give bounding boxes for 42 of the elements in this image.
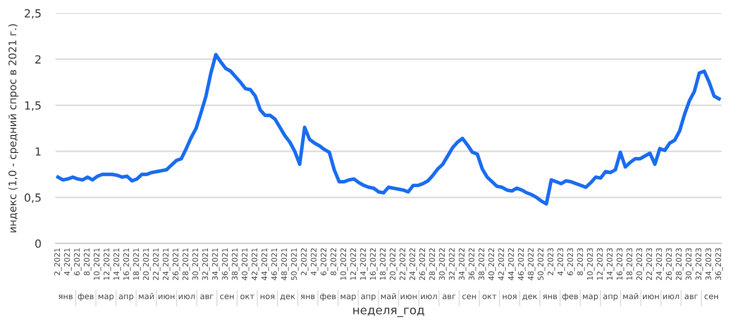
text: сен	[220, 294, 234, 300]
text: мар	[582, 294, 598, 301]
text: авг	[442, 294, 456, 300]
text: апр	[361, 294, 376, 301]
text: дек	[280, 294, 296, 300]
text: окт	[240, 294, 254, 300]
text: янв	[300, 294, 315, 300]
text: апр	[603, 294, 618, 301]
text: май	[138, 293, 154, 300]
y-tick-label: 2,5	[24, 9, 41, 19]
text: фев	[320, 293, 336, 301]
x-axis-title: неделя_год	[353, 308, 424, 318]
text: июл	[421, 294, 437, 300]
y-tick-label: 1	[36, 147, 41, 156]
text: ноя	[260, 294, 274, 300]
text: апр	[118, 294, 134, 301]
y-tick-label: 0,5	[24, 193, 41, 203]
text: июн	[400, 294, 417, 300]
text: сен	[704, 294, 718, 300]
text: фев	[78, 293, 94, 301]
text: сен	[462, 294, 476, 300]
text: окт	[482, 294, 496, 300]
y-tick-label: 1,5	[25, 101, 41, 111]
text: июн	[642, 294, 659, 300]
text: май	[381, 293, 396, 300]
text: мар	[98, 294, 114, 301]
text: янв	[58, 294, 73, 300]
text: мар	[340, 294, 356, 301]
y-axis-title: индекс (1,0 - средний спрос в 2021 г.)	[8, 24, 18, 232]
y-tick-label: 0	[35, 239, 41, 248]
text: июл	[178, 294, 195, 300]
text: ноя	[502, 294, 516, 300]
text: авг	[684, 294, 698, 300]
text: янв	[542, 294, 557, 300]
text: июл	[663, 294, 679, 300]
text: май	[623, 293, 638, 300]
text: июн	[158, 294, 174, 300]
text: авг	[200, 294, 214, 300]
text: дек	[522, 294, 538, 300]
text: фев	[562, 293, 578, 301]
line-series	[56, 52, 721, 206]
y-tick-label: 2	[35, 55, 40, 64]
